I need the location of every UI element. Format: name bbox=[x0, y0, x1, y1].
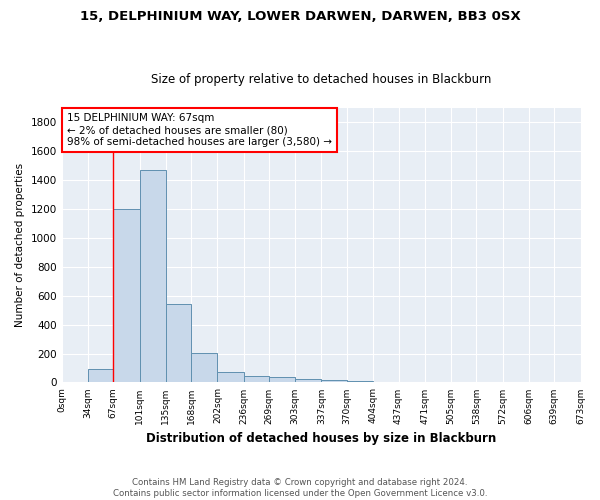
Text: 15 DELPHINIUM WAY: 67sqm
← 2% of detached houses are smaller (80)
98% of semi-de: 15 DELPHINIUM WAY: 67sqm ← 2% of detache… bbox=[67, 114, 332, 146]
Bar bbox=[322, 380, 347, 382]
X-axis label: Distribution of detached houses by size in Blackburn: Distribution of detached houses by size … bbox=[146, 432, 496, 445]
Bar bbox=[88, 370, 113, 382]
Text: Contains HM Land Registry data © Crown copyright and database right 2024.
Contai: Contains HM Land Registry data © Crown c… bbox=[113, 478, 487, 498]
Bar bbox=[113, 209, 140, 382]
Bar bbox=[191, 353, 217, 382]
Bar bbox=[217, 372, 244, 382]
Y-axis label: Number of detached properties: Number of detached properties bbox=[15, 163, 25, 328]
Bar bbox=[347, 381, 373, 382]
Bar bbox=[269, 378, 295, 382]
Bar bbox=[295, 379, 322, 382]
Title: Size of property relative to detached houses in Blackburn: Size of property relative to detached ho… bbox=[151, 73, 491, 86]
Text: 15, DELPHINIUM WAY, LOWER DARWEN, DARWEN, BB3 0SX: 15, DELPHINIUM WAY, LOWER DARWEN, DARWEN… bbox=[80, 10, 520, 23]
Bar bbox=[244, 376, 269, 382]
Bar bbox=[140, 170, 166, 382]
Bar bbox=[166, 304, 191, 382]
